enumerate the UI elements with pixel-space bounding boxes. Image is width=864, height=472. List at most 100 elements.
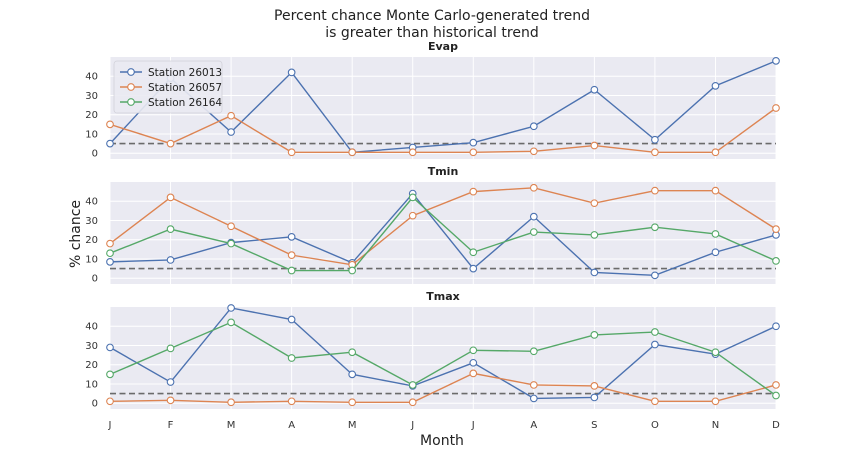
- y-tick-label: 20: [85, 360, 98, 371]
- data-point: [106, 139, 114, 148]
- series-station-26057: [106, 183, 780, 269]
- gridlines: [109, 182, 777, 284]
- data-point: [469, 248, 478, 257]
- x-tick-label: M: [227, 420, 236, 431]
- data-point: [287, 266, 296, 275]
- data-point: [590, 199, 599, 208]
- legend-entry: Station 26057: [120, 82, 222, 94]
- data-point: [651, 223, 659, 232]
- y-tick-label: 20: [85, 235, 98, 246]
- x-tick-label: S: [591, 420, 597, 431]
- data-point: [651, 271, 659, 280]
- x-tick-label: J: [108, 420, 112, 431]
- data-point: [469, 346, 478, 355]
- data-point: [348, 266, 357, 275]
- y-tick-label: 0: [92, 149, 98, 160]
- data-point: [106, 397, 114, 406]
- panel-title: Tmax: [426, 290, 459, 303]
- series-line: [109, 307, 777, 400]
- data-point: [529, 347, 538, 356]
- series-station-26057: [106, 104, 780, 157]
- data-point: [651, 397, 659, 406]
- data-point: [227, 318, 235, 327]
- data-point: [590, 393, 599, 402]
- y-tick-label: 30: [85, 216, 98, 227]
- y-tick-label: 40: [85, 197, 98, 208]
- data-point: [106, 249, 114, 258]
- data-point: [651, 328, 659, 336]
- data-point: [106, 239, 114, 248]
- legend-label: Station 26013: [148, 67, 222, 79]
- data-point: [469, 148, 478, 157]
- data-point: [590, 231, 599, 239]
- data-point: [651, 340, 659, 349]
- data-point: [166, 344, 175, 353]
- data-point: [287, 148, 296, 157]
- data-point: [711, 248, 720, 257]
- data-point: [348, 148, 357, 157]
- legend-entry: Station 26164: [120, 97, 222, 109]
- y-tick-label: 40: [85, 322, 98, 333]
- data-point: [590, 382, 599, 390]
- x-tick-label: N: [712, 420, 719, 431]
- data-point: [772, 225, 780, 234]
- data-point: [408, 193, 417, 202]
- data-point: [529, 122, 538, 131]
- x-tick-label: O: [651, 420, 659, 431]
- data-point: [529, 228, 538, 236]
- data-point: [469, 369, 478, 378]
- panel-tmax: 0 10 20 30 40 Tmax: [85, 290, 780, 410]
- data-point: [772, 381, 780, 389]
- data-point: [529, 394, 538, 403]
- data-point: [711, 148, 720, 157]
- data-point: [287, 68, 296, 77]
- y-tick-label: 30: [85, 341, 98, 352]
- data-point: [529, 183, 538, 192]
- series-station-26013: [106, 304, 780, 403]
- x-tick-label: M: [348, 420, 357, 431]
- data-point: [711, 82, 720, 90]
- panel-title: Evap: [428, 40, 458, 53]
- figure-title-line-1: Percent chance Monte Carlo-generated tre…: [274, 8, 590, 24]
- data-point: [711, 230, 720, 238]
- data-point: [227, 222, 235, 231]
- data-point: [772, 56, 780, 65]
- x-tick-label: A: [288, 420, 295, 431]
- plot-area: [110, 307, 776, 409]
- data-point: [287, 397, 296, 406]
- data-point: [106, 258, 114, 266]
- data-point: [408, 381, 417, 389]
- series-station-26164: [106, 193, 780, 275]
- data-point: [227, 128, 235, 136]
- y-tick-label: 30: [85, 91, 98, 102]
- data-point: [348, 348, 357, 357]
- figure-title-line-2: is greater than historical trend: [325, 25, 538, 41]
- series-line: [109, 196, 777, 272]
- data-point: [711, 397, 720, 406]
- data-point: [408, 211, 417, 220]
- y-tick-label: 10: [85, 379, 98, 390]
- data-point: [166, 256, 175, 264]
- data-point: [711, 186, 720, 195]
- data-point: [651, 148, 659, 157]
- data-point: [348, 370, 357, 379]
- data-point: [590, 268, 599, 277]
- data-point: [227, 239, 235, 248]
- data-point: [166, 378, 175, 386]
- x-tick-label: J: [471, 420, 475, 431]
- data-point: [348, 398, 357, 407]
- y-tick-label: 10: [85, 254, 98, 265]
- data-point: [166, 225, 175, 234]
- x-axis-label: Month: [420, 433, 464, 449]
- data-point: [529, 147, 538, 156]
- data-point: [106, 343, 114, 352]
- legend: Station 26013 Station 26057 Station 26164: [113, 60, 223, 114]
- data-point: [166, 193, 175, 202]
- data-point: [529, 212, 538, 221]
- series-line: [109, 187, 777, 266]
- data-point: [772, 391, 780, 400]
